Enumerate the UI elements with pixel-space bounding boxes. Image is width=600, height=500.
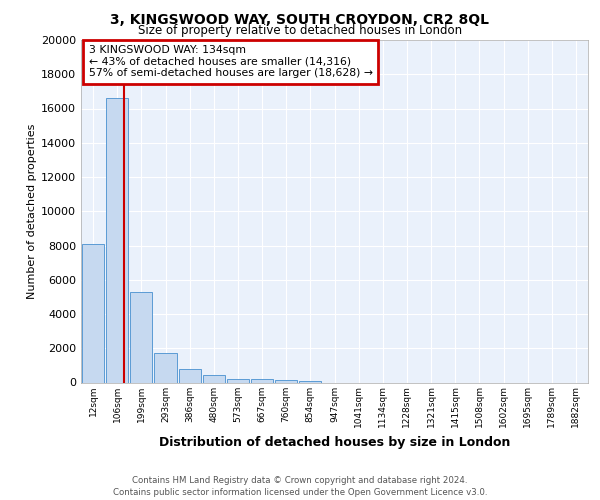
Text: 3 KINGSWOOD WAY: 134sqm
← 43% of detached houses are smaller (14,316)
57% of sem: 3 KINGSWOOD WAY: 134sqm ← 43% of detache… <box>89 45 373 78</box>
X-axis label: Distribution of detached houses by size in London: Distribution of detached houses by size … <box>159 436 510 448</box>
Text: Size of property relative to detached houses in London: Size of property relative to detached ho… <box>138 24 462 37</box>
Text: Contains public sector information licensed under the Open Government Licence v3: Contains public sector information licen… <box>113 488 487 497</box>
Text: 3, KINGSWOOD WAY, SOUTH CROYDON, CR2 8QL: 3, KINGSWOOD WAY, SOUTH CROYDON, CR2 8QL <box>110 12 490 26</box>
Bar <box>275 380 298 382</box>
Text: Contains HM Land Registry data © Crown copyright and database right 2024.: Contains HM Land Registry data © Crown c… <box>132 476 468 485</box>
Bar <box>251 380 273 382</box>
Bar <box>203 375 225 382</box>
Bar <box>227 378 249 382</box>
Bar <box>106 98 128 382</box>
Bar <box>82 244 104 382</box>
Y-axis label: Number of detached properties: Number of detached properties <box>27 124 37 299</box>
Bar <box>179 369 201 382</box>
Bar <box>130 292 152 382</box>
Bar <box>299 380 322 382</box>
Bar <box>154 354 176 382</box>
